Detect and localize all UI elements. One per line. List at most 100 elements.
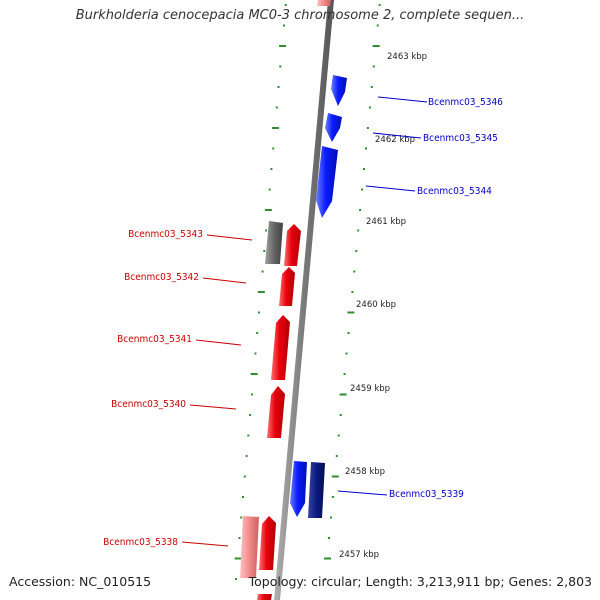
tick-mark [331,496,334,498]
gene-bcenmc03-5338-pink[interactable] [240,516,259,578]
leader-5346 [377,96,428,103]
tick-mark [279,65,282,68]
tick-mark [243,475,246,478]
tick-mark [242,496,244,498]
gene-label-5343[interactable]: Bcenmc03_5343 [128,229,203,240]
scale-label-2459: 2459 kbp [350,384,390,394]
tick-mark [250,373,258,375]
gene-bcenmc03-5341[interactable] [271,315,290,380]
scale-label-2463: 2463 kbp [387,52,427,62]
gene-label-5344[interactable]: Bcenmc03_5344 [417,186,492,197]
tick-mark [284,4,287,6]
tick-mark [254,352,257,355]
scale-label-2462: 2462 kbp [375,135,415,145]
scale-label-2460: 2460 kbp [356,300,396,310]
gene-bcenmc03-5343-gray[interactable] [265,221,283,264]
tick-mark [245,455,248,457]
tick-mark [279,45,287,47]
tick-mark [240,516,243,519]
gene-bcenmc03-5340[interactable] [267,386,285,438]
gene-bcenmc03-5343[interactable] [284,224,301,266]
scale-label-2461: 2461 kbp [366,217,406,227]
gene-label-5345[interactable]: Bcenmc03_5345 [423,133,498,144]
tick-mark [372,65,375,68]
leader-5340 [189,404,237,410]
gene-bcenmc03-5345[interactable] [325,113,342,142]
leader-5342 [202,277,247,284]
gene-label-5342[interactable]: Bcenmc03_5342 [124,272,199,283]
tick-mark [324,578,327,580]
tick-mark [347,332,350,334]
leader-5341 [195,339,242,346]
gene-bcenmc03-5339-left[interactable] [290,461,307,517]
tick-mark [329,516,332,519]
chromosome-backbone [274,0,334,600]
tick-mark [368,106,371,109]
tick-mark [339,393,347,396]
tick-mark [272,127,279,129]
tick-mark [361,188,364,191]
tick-mark [272,147,275,150]
tick-mark [376,24,379,27]
leader-5344 [365,185,416,192]
gene-bcenmc03-5338[interactable] [259,516,276,570]
tick-mark [351,291,354,293]
tick-mark [331,475,339,478]
tick-mark [363,168,365,170]
gene-bcenmc03-5344[interactable] [316,146,338,218]
tick-mark [238,537,241,539]
gene-label-5339[interactable]: Bcenmc03_5339 [389,489,464,500]
gene-label-5346[interactable]: Bcenmc03_5346 [428,97,503,108]
gene-label-5338[interactable]: Bcenmc03_5338 [103,537,178,548]
gene-bcenmc03-5342[interactable] [279,267,295,306]
leader-5345 [372,132,422,139]
sequence-summary: Topology: circular; Length: 3,213,911 bp… [248,574,592,589]
outer-tick-track [324,4,381,580]
tick-mark [264,209,272,211]
tick-mark [366,127,369,129]
scale-label-2458: 2458 kbp [345,467,385,477]
tick-mark [277,86,280,88]
gene-red-top-fragment[interactable] [317,0,331,6]
tick-mark [265,229,268,232]
tick-mark [261,270,264,273]
tick-mark [343,373,346,375]
tick-mark [335,455,338,457]
tick-mark [372,45,380,47]
tick-mark [275,106,278,109]
tick-mark [324,557,331,560]
tick-mark [257,291,265,293]
gene-label-5341[interactable]: Bcenmc03_5341 [117,334,192,345]
tick-mark [328,537,330,539]
tick-mark [247,434,250,437]
tick-mark [234,578,237,580]
gene-bcenmc03-5339-right[interactable] [308,462,325,518]
tick-mark [282,24,285,27]
tick-mark [370,86,373,88]
tick-mark [270,168,273,170]
map-title: Burkholderia cenocepacia MC0-3 chromosom… [75,8,525,23]
tick-mark [268,188,271,191]
tick-mark [345,352,348,355]
tick-mark [365,147,367,150]
leader-5343 [206,234,253,241]
tick-mark [339,414,342,416]
gene-bottom-fragment[interactable] [257,594,272,600]
tick-mark [256,332,259,334]
tick-mark [353,270,356,273]
leader-5338 [181,541,229,547]
gene-bcenmc03-5346[interactable] [331,75,347,106]
gene-label-5340[interactable]: Bcenmc03_5340 [111,399,186,410]
tick-mark [355,250,358,252]
leader-5339 [337,490,388,496]
inner-tick-track [234,4,287,580]
tick-mark [249,414,252,416]
tick-mark [357,229,360,232]
tick-mark [337,434,340,437]
tick-mark [258,311,260,314]
tick-mark [378,4,381,6]
tick-mark [347,311,355,314]
accession-text: Accession: NC_010515 [9,574,152,589]
tick-mark [263,250,266,252]
